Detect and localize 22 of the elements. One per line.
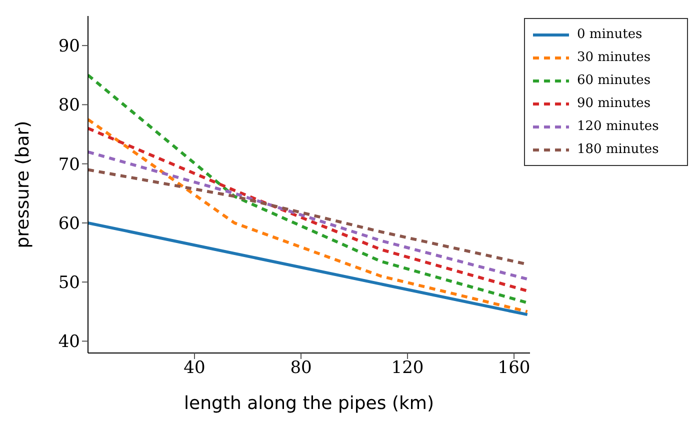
y-tick-label: 40	[58, 332, 80, 352]
x-axis-title: length along the pipes (km)	[184, 393, 434, 414]
legend-label: 180 minutes	[576, 142, 660, 157]
legend-label: 90 minutes	[576, 96, 652, 111]
legend-label: 120 minutes	[576, 119, 660, 134]
legend-label: 0 minutes	[576, 27, 644, 42]
x-tick-label: 80	[290, 358, 312, 378]
y-tick-label: 50	[58, 273, 80, 294]
x-tick-label: 160	[498, 358, 530, 378]
line-series	[88, 118, 529, 314]
legend-label: 60 minutes	[576, 73, 652, 88]
y-tick-label: 80	[58, 96, 80, 116]
x-tick-label: 120	[391, 358, 424, 378]
line-series	[88, 74, 529, 304]
legend-label: 30 minutes	[576, 50, 652, 65]
y-axis-title: pressure (bar)	[12, 120, 34, 248]
x-tick-label: 40	[184, 358, 206, 378]
line-series	[88, 126, 529, 292]
y-tick-label: 70	[58, 154, 80, 175]
y-tick-label: 90	[58, 36, 80, 57]
line-series	[88, 150, 529, 281]
y-tick-label: 60	[58, 214, 80, 234]
